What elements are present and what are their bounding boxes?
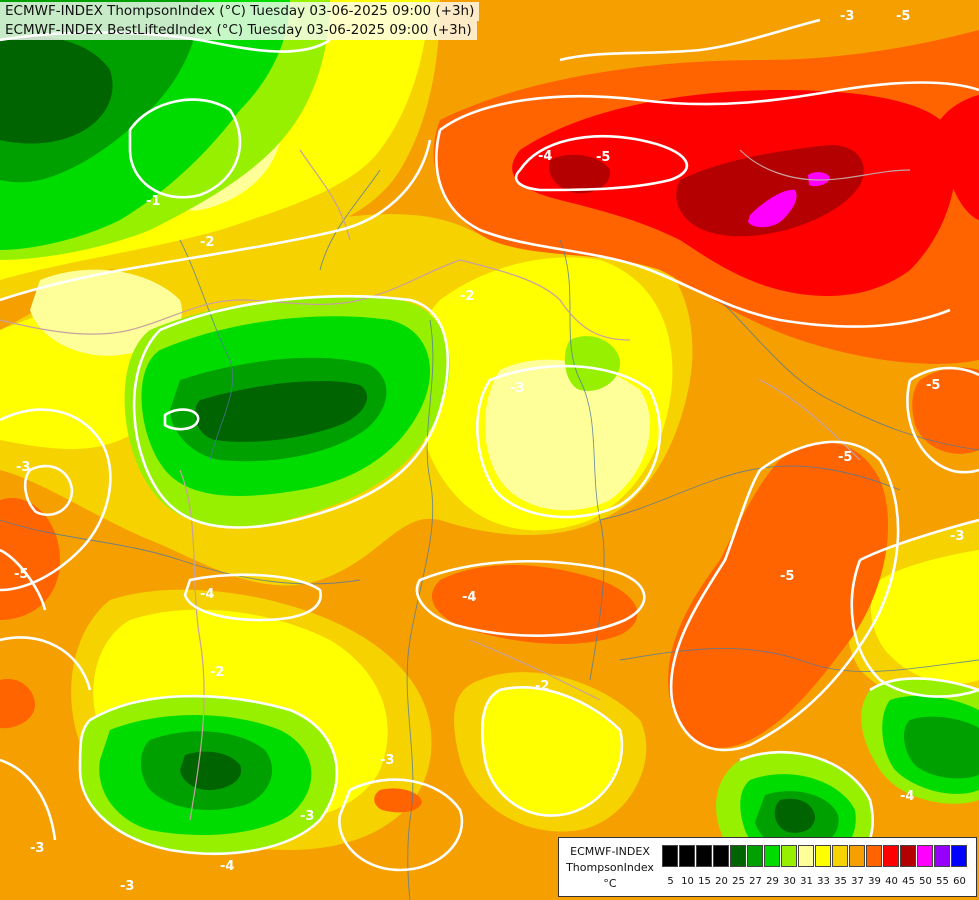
contour-label: -3 (950, 529, 964, 544)
map-title-bestlifted: ECMWF-INDEX BestLiftedIndex (°C) Tuesday… (0, 21, 477, 40)
legend-swatch (849, 845, 865, 867)
contour-label: -3 (30, 841, 44, 856)
legend-swatch (900, 845, 916, 867)
legend-swatches (662, 845, 968, 867)
contour-label: -5 (596, 150, 610, 165)
legend-tick: 35 (834, 876, 847, 887)
legend-unit: °C (603, 877, 617, 890)
contour-label: -3 (380, 753, 394, 768)
contour-label: -2 (210, 665, 224, 680)
contour-label: -4 (200, 587, 214, 602)
legend-tick: 5 (667, 876, 674, 887)
ti-field-39 (668, 442, 889, 748)
ti-field-33 (870, 550, 979, 684)
legend-tick: 10 (681, 876, 694, 887)
legend-swatch (730, 845, 746, 867)
ti-field-50 (808, 172, 830, 187)
legend-swatch (883, 845, 899, 867)
contour-label: -5 (14, 567, 28, 582)
ti-field-39 (912, 367, 979, 454)
color-legend: ECMWF-INDEX ThompsonIndex °C 5 10 15 20 25 27… (558, 837, 977, 897)
legend-swatch (917, 845, 933, 867)
contour-label: -2 (460, 289, 474, 304)
contour-label: -5 (780, 569, 794, 584)
contour-label: -3 (120, 879, 134, 894)
legend-swatch (679, 845, 695, 867)
legend-tick: 33 (817, 876, 830, 887)
contours (0, 18, 979, 882)
legend-swatch (951, 845, 967, 867)
legend-ticks: 5 10 15 20 25 27 29 30 31 33 35 37 39 40 45 50 55 60 (662, 876, 968, 887)
ti-field-31 (30, 269, 182, 356)
legend-swatch (764, 845, 780, 867)
ti-field-39 (0, 679, 35, 729)
legend-tick: 25 (732, 876, 745, 887)
legend-tick: 27 (749, 876, 762, 887)
contour-label: -3 (510, 381, 524, 396)
legend-swatch (696, 845, 712, 867)
legend-swatch (866, 845, 882, 867)
legend-tick: 50 (919, 876, 932, 887)
ti-field-39 (374, 788, 422, 813)
legend-swatch (798, 845, 814, 867)
ti-field-25 (195, 380, 368, 442)
ti-field-27 (903, 716, 979, 779)
legend-tick: 55 (936, 876, 949, 887)
legend-tick: 20 (715, 876, 728, 887)
contour-label: -2 (200, 235, 214, 250)
legend-parameter: ThompsonIndex (566, 861, 654, 874)
contour-label: -5 (896, 9, 910, 24)
contour-label: -5 (838, 450, 852, 465)
legend-swatch (781, 845, 797, 867)
contour-label: -1 (146, 194, 160, 209)
contour-labels: -5 -4 -5 -5 -5 -5 -4 -3 -3 -3 -2 -2 -3 -… (14, 9, 964, 894)
contour-label: -3 (16, 460, 30, 475)
legend-tick: 39 (868, 876, 881, 887)
ti-field-40 (940, 95, 979, 220)
ti-field-45 (548, 154, 611, 194)
ti-field-39 (431, 565, 638, 645)
legend-tick: 40 (885, 876, 898, 887)
legend-tick: 29 (766, 876, 779, 887)
legend-tick: 31 (800, 876, 813, 887)
contour-label: -4 (462, 590, 476, 605)
contour-label: -2 (535, 679, 549, 694)
legend-tick: 60 (953, 876, 966, 887)
legend-swatch (815, 845, 831, 867)
legend-source: ECMWF-INDEX (570, 845, 650, 858)
legend-swatch (934, 845, 950, 867)
contour-label: -4 (538, 149, 552, 164)
contour-label: -4 (900, 789, 914, 804)
legend-swatch (747, 845, 763, 867)
contour-label: -3 (840, 9, 854, 24)
ti-field-31 (485, 359, 650, 511)
legend-tick: 30 (783, 876, 796, 887)
ti-field-25 (0, 36, 113, 144)
map-title-thompson: ECMWF-INDEX ThompsonIndex (°C) Tuesday 0… (0, 2, 480, 21)
legend-tick: 37 (851, 876, 864, 887)
ti-field-25 (774, 798, 815, 833)
ti-field-33 (482, 687, 622, 816)
contour-label: -3 (300, 809, 314, 824)
contour-label: -5 (926, 378, 940, 393)
legend-swatch (713, 845, 729, 867)
legend-swatch (662, 845, 678, 867)
ti-field-25 (180, 751, 242, 791)
legend-tick: 15 (698, 876, 711, 887)
ti-field-50 (748, 189, 797, 228)
contour-label: -4 (220, 859, 234, 874)
legend-tick: 45 (902, 876, 915, 887)
ti-field-45 (676, 145, 864, 237)
legend-swatch (832, 845, 848, 867)
